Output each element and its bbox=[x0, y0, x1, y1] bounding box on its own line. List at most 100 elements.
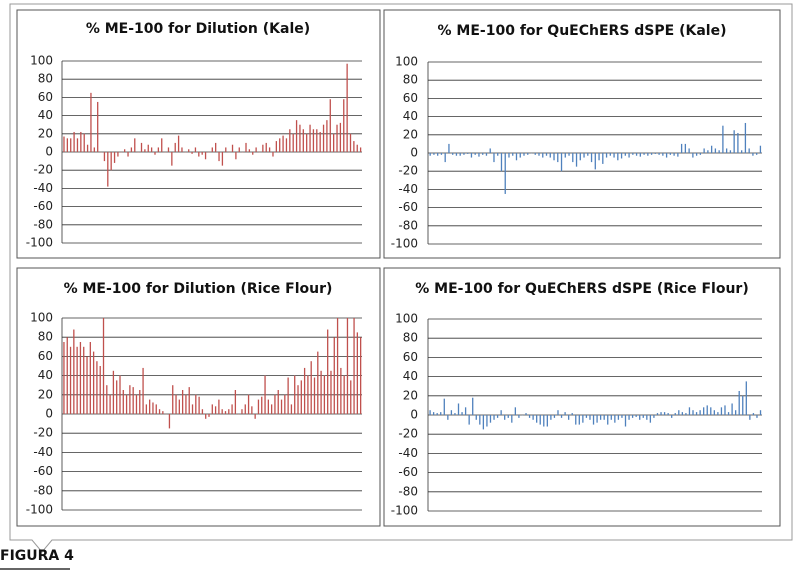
bar bbox=[252, 152, 254, 155]
bar bbox=[109, 394, 111, 414]
y-tick-label: -60 bbox=[33, 199, 53, 213]
bar bbox=[674, 413, 676, 415]
bar bbox=[731, 403, 733, 415]
bar bbox=[695, 153, 698, 156]
bar bbox=[330, 370, 332, 414]
bar bbox=[735, 410, 737, 415]
bar bbox=[312, 129, 315, 152]
bar bbox=[742, 395, 744, 415]
bar bbox=[191, 152, 193, 154]
bar bbox=[553, 153, 555, 161]
bar bbox=[130, 147, 133, 152]
bar bbox=[80, 131, 82, 152]
bar bbox=[274, 394, 276, 414]
bar bbox=[457, 403, 460, 415]
bar bbox=[722, 125, 724, 153]
bar bbox=[621, 415, 623, 418]
y-tick-label: -40 bbox=[33, 181, 53, 195]
bar bbox=[142, 367, 144, 414]
bar bbox=[654, 153, 656, 154]
bar bbox=[332, 133, 335, 152]
y-tick-label: -20 bbox=[398, 427, 418, 441]
bar bbox=[463, 153, 465, 155]
bar bbox=[585, 415, 588, 418]
bar bbox=[132, 387, 134, 414]
bar bbox=[270, 404, 273, 414]
bar bbox=[519, 153, 521, 158]
bar bbox=[353, 318, 355, 414]
bar bbox=[485, 153, 488, 156]
bar bbox=[680, 143, 683, 153]
chart-title: % ME-100 for QuEChERS dSPE (Rice Flour) bbox=[415, 281, 748, 297]
bar bbox=[327, 329, 329, 414]
bar bbox=[158, 409, 161, 414]
bar bbox=[724, 405, 726, 415]
bar bbox=[102, 318, 105, 414]
bar bbox=[717, 412, 719, 415]
bar bbox=[759, 410, 762, 415]
bar bbox=[152, 402, 154, 414]
bar bbox=[294, 375, 296, 414]
bar bbox=[527, 153, 529, 155]
bar bbox=[692, 410, 694, 415]
bar bbox=[333, 337, 335, 414]
bar bbox=[710, 407, 712, 415]
bar bbox=[168, 414, 171, 429]
bar bbox=[592, 415, 595, 425]
bar bbox=[688, 407, 691, 415]
y-tick-label: 0 bbox=[45, 145, 53, 159]
bar bbox=[596, 415, 598, 423]
y-tick-label: -40 bbox=[398, 446, 418, 460]
bar bbox=[578, 415, 580, 425]
bar bbox=[225, 147, 227, 152]
bar bbox=[692, 153, 694, 158]
bar bbox=[468, 415, 470, 425]
bar bbox=[174, 142, 176, 152]
bar bbox=[185, 394, 187, 414]
y-tick-label: 40 bbox=[38, 368, 53, 382]
bar bbox=[706, 405, 708, 415]
bar bbox=[349, 133, 352, 152]
bar bbox=[545, 153, 548, 156]
bar bbox=[443, 398, 445, 415]
bar bbox=[241, 409, 243, 414]
bar bbox=[346, 63, 348, 153]
bar bbox=[564, 412, 566, 415]
bar bbox=[129, 385, 131, 414]
bar bbox=[284, 394, 286, 414]
bar bbox=[749, 415, 751, 420]
bar bbox=[610, 415, 612, 420]
bar bbox=[493, 153, 495, 163]
bar bbox=[161, 138, 163, 152]
bar bbox=[353, 141, 355, 152]
bar bbox=[320, 370, 322, 414]
bar bbox=[155, 404, 157, 414]
bar bbox=[568, 415, 570, 420]
bar bbox=[454, 413, 456, 415]
y-tick-label: 60 bbox=[38, 349, 53, 363]
y-tick-label: 20 bbox=[403, 388, 418, 402]
bar bbox=[699, 153, 702, 155]
bar bbox=[350, 380, 352, 414]
bar bbox=[340, 367, 342, 414]
bar bbox=[198, 396, 200, 414]
bar bbox=[279, 138, 281, 152]
bar bbox=[181, 390, 184, 414]
bar bbox=[733, 130, 735, 153]
bar bbox=[440, 153, 443, 155]
bar bbox=[195, 394, 197, 414]
bar bbox=[339, 122, 342, 152]
bar bbox=[461, 412, 463, 415]
bar bbox=[116, 380, 118, 414]
y-tick-label: -20 bbox=[33, 426, 53, 440]
bar bbox=[685, 413, 687, 415]
bar bbox=[658, 153, 660, 155]
bar bbox=[489, 415, 492, 423]
bar bbox=[512, 153, 514, 156]
y-tick-label: -40 bbox=[398, 182, 418, 196]
bar bbox=[536, 415, 538, 423]
y-tick-label: -100 bbox=[26, 503, 53, 517]
bar bbox=[609, 153, 611, 156]
y-tick-label: -80 bbox=[33, 483, 53, 497]
bar bbox=[261, 396, 263, 414]
